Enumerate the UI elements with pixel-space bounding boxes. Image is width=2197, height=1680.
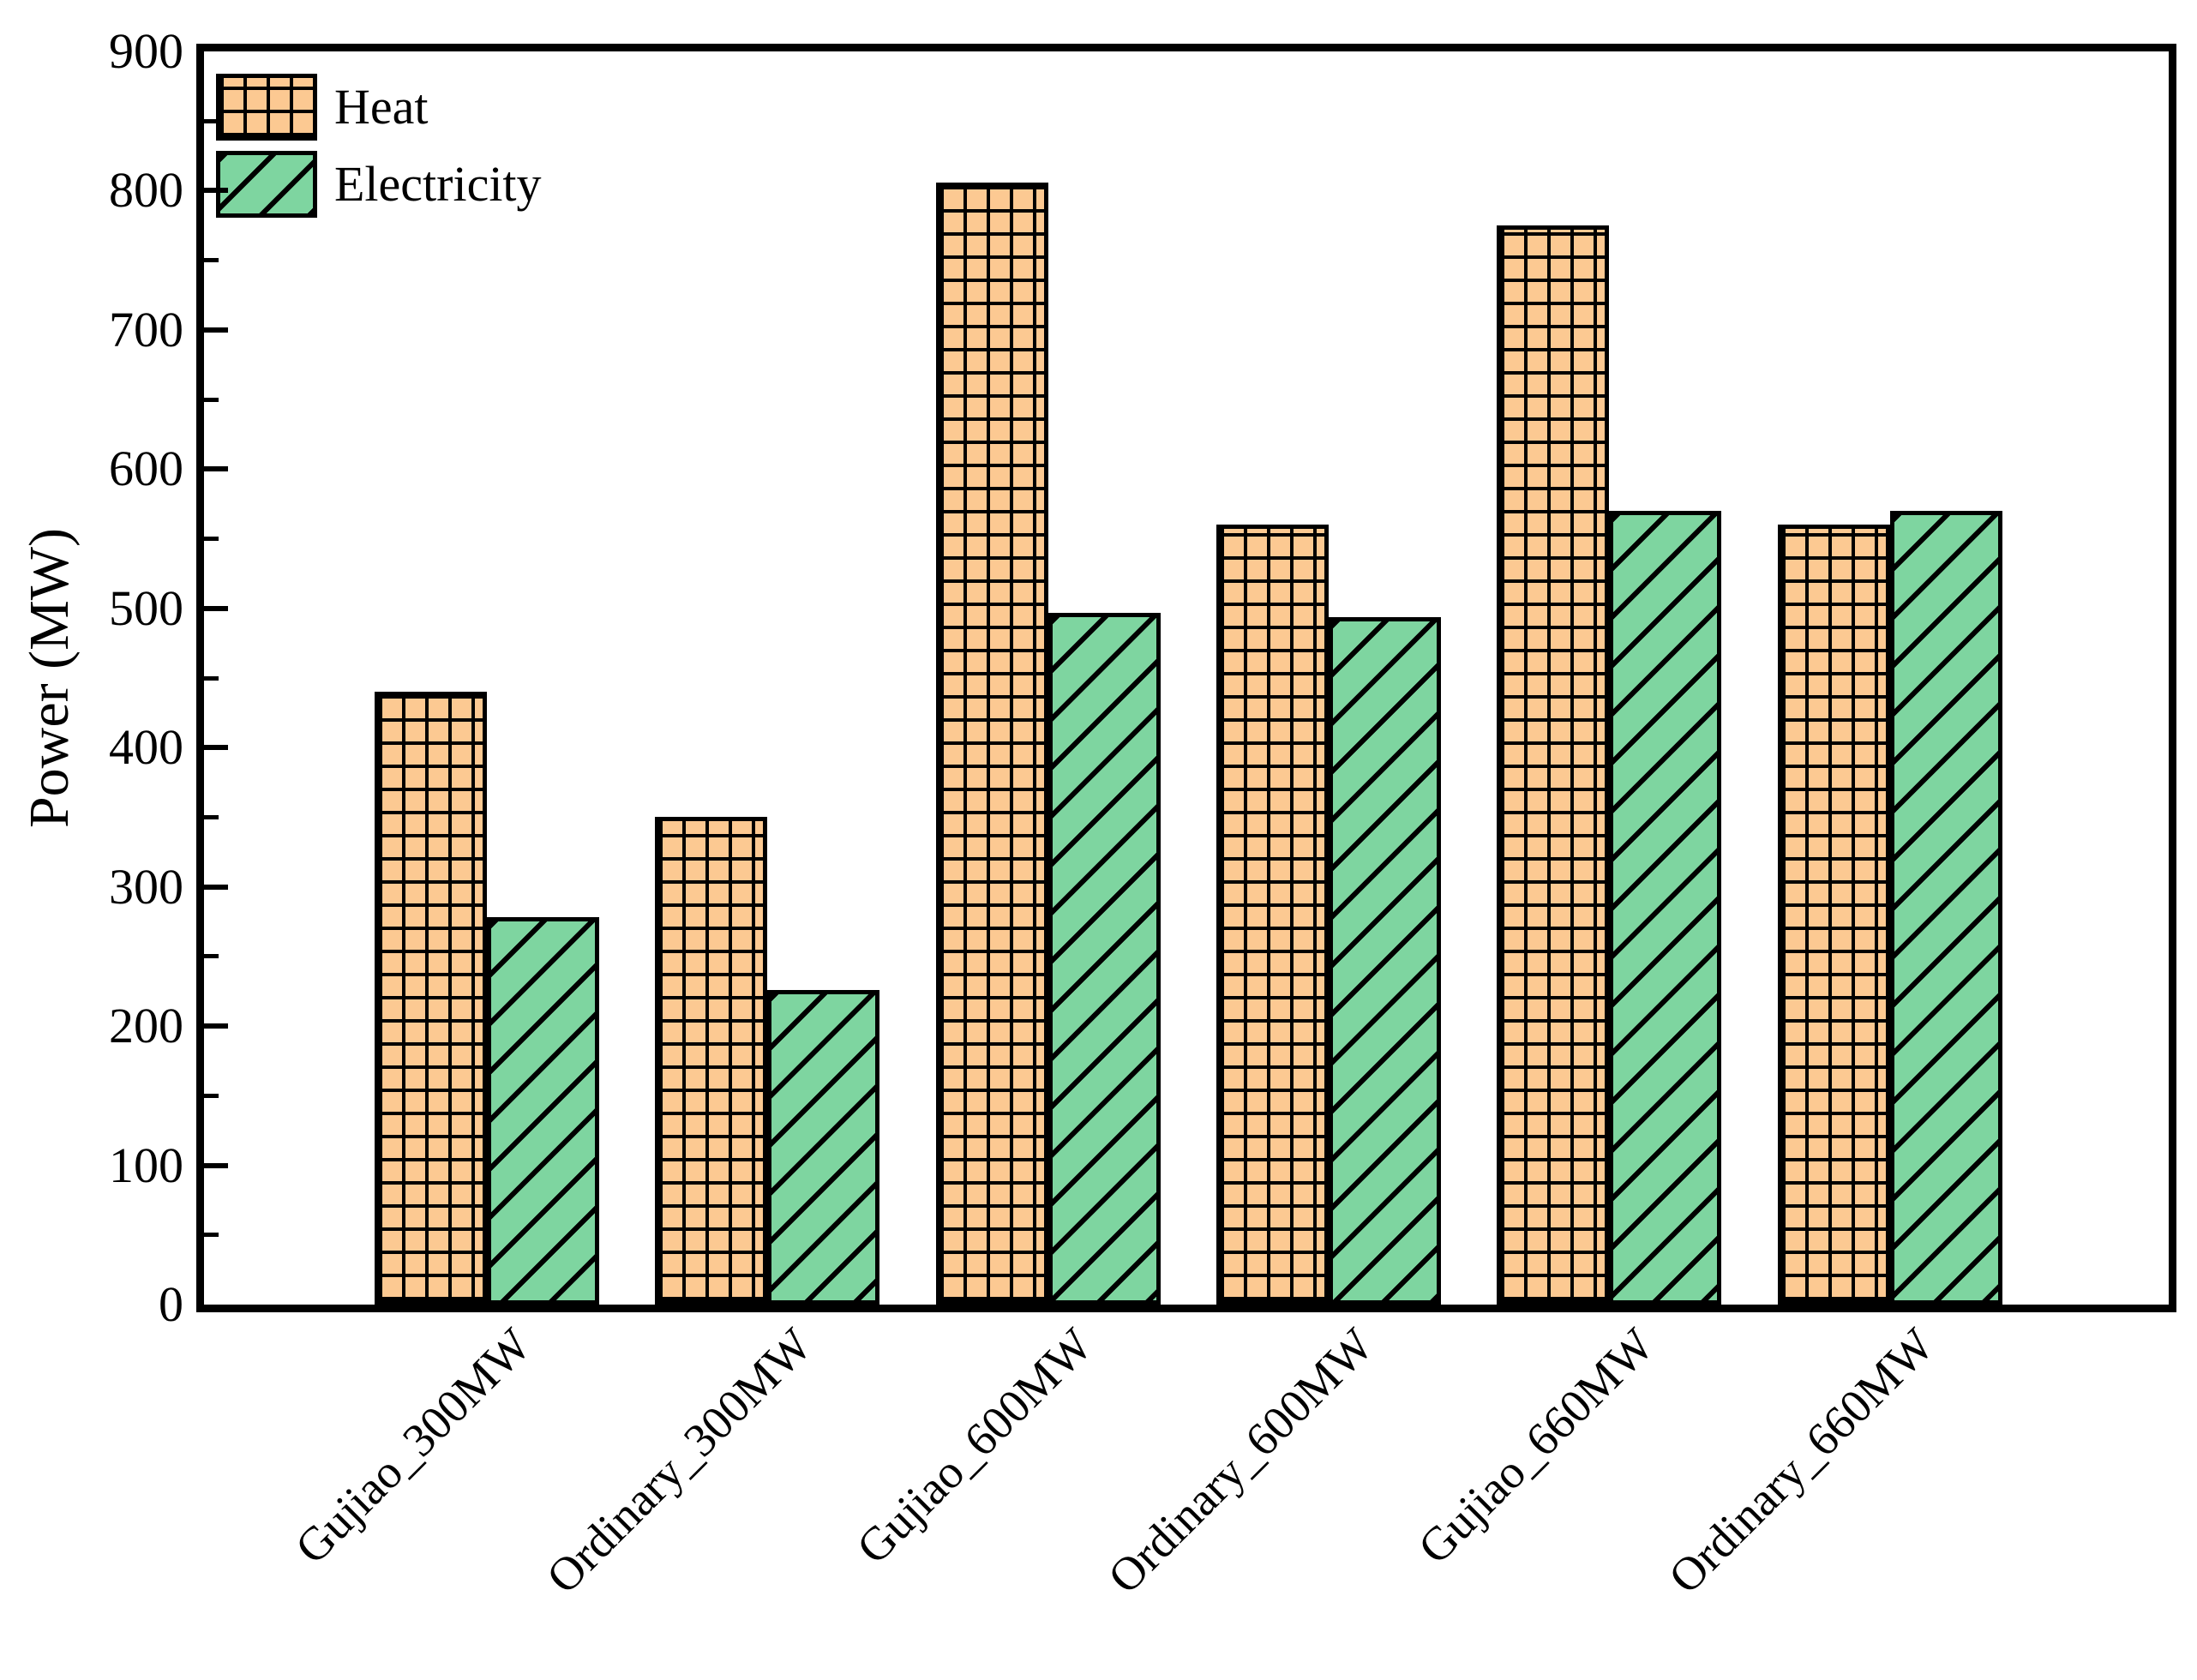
x-tick-label: Ordinary_300MW [536,1317,822,1604]
y-minor-tick [204,675,219,681]
y-major-tick [204,188,228,194]
y-major-tick [204,327,228,333]
bar-heat-Ordinary_300MW [655,817,768,1305]
y-tick-label: 0 [159,1276,183,1332]
y-tick-label: 800 [109,162,183,219]
bar-electricity-Gujiao_600MW [1047,612,1161,1305]
legend-label-heat: Heat [334,79,429,135]
x-tick-label: Ordinary_660MW [1658,1317,1944,1604]
bar-heat-Gujiao_660MW [1497,225,1610,1305]
plot-area-frame [196,44,2176,1312]
y-major-tick [204,605,228,611]
bar-electricity-Ordinary_600MW [1328,616,1441,1305]
legend-label-electricity: Electricity [334,156,542,212]
y-major-tick [204,745,228,751]
y-tick-label: 300 [109,858,183,915]
bar-heat-Ordinary_600MW [1216,525,1329,1305]
x-tick-label: Gujiao_300MW [285,1317,542,1574]
legend-item-electricity: Electricity [216,151,542,218]
y-minor-tick [204,814,219,819]
y-axis-title: Power (MW) [18,527,81,829]
legend-item-heat: Heat [216,74,542,141]
x-tick-label: Ordinary_600MW [1097,1317,1383,1604]
legend: Heat Electricity [216,74,542,218]
y-minor-tick [204,258,219,263]
bar-electricity-Gujiao_300MW [487,917,599,1305]
y-minor-tick [204,1233,219,1238]
bar-heat-Gujiao_600MW [935,182,1048,1305]
y-minor-tick [204,537,219,542]
x-tick-label: Gujiao_660MW [1408,1317,1664,1574]
heat-swatch-icon [216,74,317,141]
bar-electricity-Ordinary_300MW [767,989,880,1305]
bar-electricity-Ordinary_660MW [1889,511,2002,1305]
y-major-tick [204,884,228,890]
y-tick-label: 200 [109,998,183,1054]
electricity-swatch-icon [216,151,317,218]
y-tick-label: 600 [109,441,183,497]
y-tick-label: 900 [109,23,183,79]
bar-heat-Gujiao_300MW [375,692,487,1305]
y-minor-tick [204,118,219,123]
y-tick-label: 400 [109,719,183,776]
y-major-tick [204,1023,228,1029]
y-tick-label: 700 [109,301,183,357]
x-tick-label: Gujiao_600MW [846,1317,1102,1574]
y-minor-tick [204,1093,219,1098]
y-minor-tick [204,954,219,959]
y-tick-label: 100 [109,1137,183,1193]
bar-electricity-Gujiao_660MW [1609,511,1722,1305]
y-tick-label: 500 [109,579,183,636]
y-major-tick [204,1162,228,1168]
y-minor-tick [204,397,219,402]
bar-heat-Ordinary_660MW [1777,525,1890,1305]
y-major-tick [204,466,228,472]
